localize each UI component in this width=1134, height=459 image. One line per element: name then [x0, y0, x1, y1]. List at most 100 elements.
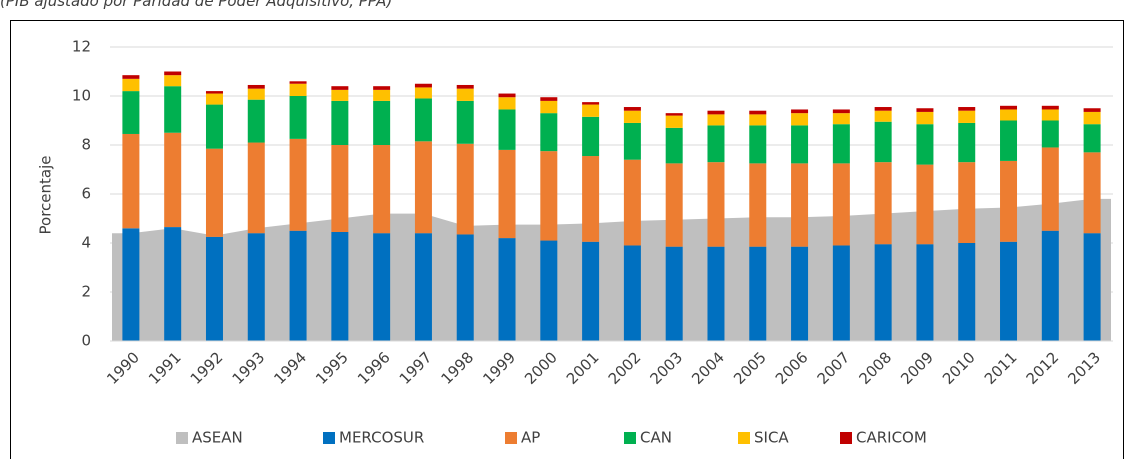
bar-segment [707, 162, 725, 247]
y-tick-label: 2 [81, 283, 91, 301]
y-tick-label: 10 [72, 87, 91, 105]
bar-segment [1000, 160, 1018, 242]
bar-segment [832, 109, 850, 114]
bar-segment [1000, 241, 1018, 341]
bar-segment [707, 110, 725, 115]
bar-segment [958, 162, 976, 243]
bar-segment [791, 113, 809, 126]
bar-segment [540, 151, 558, 241]
bar-segment [958, 110, 976, 123]
bar-segment [205, 236, 223, 341]
bar-segment [791, 125, 809, 164]
y-tick-label: 6 [81, 185, 91, 203]
bar-segment [582, 116, 600, 157]
bar-segment [958, 122, 976, 163]
y-tick-label: 0 [81, 332, 91, 350]
legend-swatch [176, 432, 188, 444]
bar-segment [707, 125, 725, 163]
bar-segment [205, 104, 223, 149]
legend-label: SICA [754, 429, 789, 447]
bar-segment [540, 100, 558, 114]
bar-segment [665, 113, 683, 116]
bar-segment [498, 238, 516, 341]
bar-segment [749, 125, 767, 164]
bar-segment [498, 97, 516, 110]
legend-swatch [323, 432, 335, 444]
bar-segment [456, 143, 474, 235]
x-tick-label: 2001 [563, 348, 603, 388]
legend-swatch [624, 432, 636, 444]
bar-segment [582, 241, 600, 341]
chart-subtitle: (PIB ajustado por Paridad de Poder Adqui… [0, 0, 392, 10]
bar-segment [122, 75, 140, 79]
bar-segment [1041, 147, 1059, 231]
legend-label: ASEAN [192, 429, 243, 447]
legend-label: AP [521, 429, 540, 447]
legend-swatch [738, 432, 750, 444]
bar-segment [665, 163, 683, 247]
bar-segment [414, 83, 432, 88]
x-tick-label: 2010 [939, 348, 979, 388]
bar-segment [791, 163, 809, 247]
bar-segment [540, 97, 558, 101]
bar-segment [289, 81, 307, 84]
x-tick-label: 1991 [145, 348, 185, 388]
bar-segment [373, 86, 391, 90]
x-tick-label: 2002 [605, 348, 645, 388]
bar-segment [1000, 109, 1018, 121]
bar-segment [958, 107, 976, 111]
y-axis-label: Porcentaje [37, 156, 55, 235]
bar-segment [456, 84, 474, 89]
x-tick-label: 1993 [229, 348, 269, 388]
bar-segment [414, 141, 432, 234]
chart-frame [10, 20, 1124, 459]
bar-segment [749, 246, 767, 341]
bar-segment [373, 145, 391, 234]
bar-segment [456, 100, 474, 144]
bar-segment [331, 86, 349, 90]
bar-segment [916, 108, 934, 112]
bar-segment [122, 78, 140, 92]
bar-segment [498, 93, 516, 98]
x-tick-label: 2004 [688, 348, 728, 388]
bar-segment [414, 87, 432, 99]
bar-segment [414, 233, 432, 341]
bar-segment [247, 142, 265, 234]
x-tick-label: 1990 [103, 348, 143, 388]
y-tick-label: 8 [81, 136, 91, 154]
x-tick-label: 2009 [897, 348, 937, 388]
bar-segment [331, 145, 349, 232]
x-tick-label: 2008 [855, 348, 895, 388]
bar-segment [164, 71, 182, 76]
bar-segment [874, 162, 892, 245]
bar-segment [247, 84, 265, 89]
bar-segment [665, 127, 683, 164]
bar-segment [916, 244, 934, 341]
bar-segment [916, 111, 934, 125]
bar-segment [164, 132, 182, 228]
x-tick-label: 2006 [772, 348, 812, 388]
bar-segment [874, 110, 892, 122]
x-tick-label: 1998 [438, 348, 478, 388]
bar-segment [582, 104, 600, 117]
bar-segment [832, 163, 850, 246]
bar-segment [331, 100, 349, 145]
bar-segment [832, 245, 850, 341]
bar-segment [498, 149, 516, 239]
bar-segment [1041, 105, 1059, 110]
x-tick-label: 2013 [1064, 348, 1104, 388]
x-tick-label: 2012 [1023, 348, 1063, 388]
bar-segment [623, 159, 641, 246]
bar-segment [164, 75, 182, 87]
bar-segment [373, 100, 391, 145]
bar-segment [289, 230, 307, 341]
legend-label: CAN [640, 429, 672, 447]
bar-segment [331, 89, 349, 101]
bar-segment [498, 109, 516, 150]
x-tick-label: 2000 [521, 348, 561, 388]
bar-segment [456, 234, 474, 341]
bar-segment [874, 107, 892, 111]
x-tick-label: 1996 [354, 348, 394, 388]
bar-segment [582, 102, 600, 105]
bar-segment [1000, 105, 1018, 110]
